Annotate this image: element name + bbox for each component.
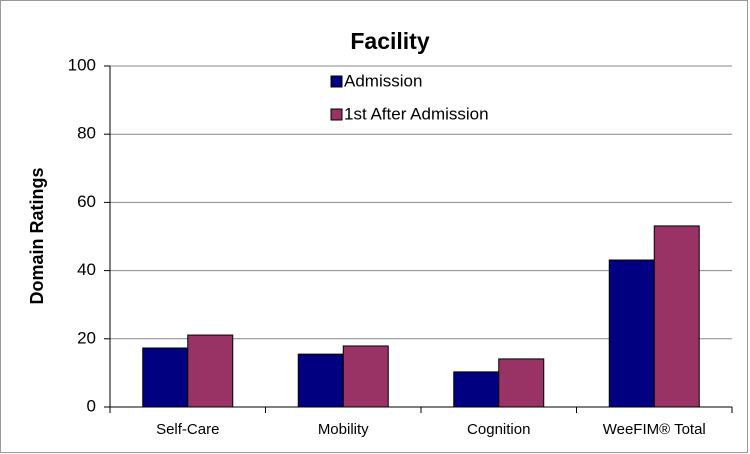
bar — [453, 371, 500, 408]
y-tick-label: 40 — [77, 260, 96, 279]
bar — [297, 353, 344, 408]
y-tick-label: 60 — [77, 192, 96, 211]
y-axis-label: Domain Ratings — [27, 167, 47, 304]
chart-title: Facility — [350, 28, 429, 54]
legend-label: 1st After Admission — [344, 104, 489, 123]
bar — [342, 345, 389, 408]
y-tick-label: 100 — [68, 55, 96, 74]
y-tick-label: 0 — [87, 396, 96, 415]
y-tick-label: 80 — [77, 124, 96, 143]
bar — [608, 259, 655, 408]
x-tick-label: Cognition — [467, 421, 530, 438]
bar — [653, 225, 700, 408]
y-tick-label: 20 — [77, 328, 96, 347]
bar — [498, 358, 545, 408]
bar — [187, 334, 234, 408]
bar — [142, 347, 189, 408]
x-tick-label: Self-Care — [156, 421, 219, 438]
x-tick-label: Mobility — [318, 421, 369, 438]
legend-label: Admission — [344, 71, 422, 90]
legend-swatch — [330, 108, 343, 121]
x-tick-label: WeeFIM® Total — [603, 421, 706, 438]
legend-swatch — [330, 75, 343, 88]
